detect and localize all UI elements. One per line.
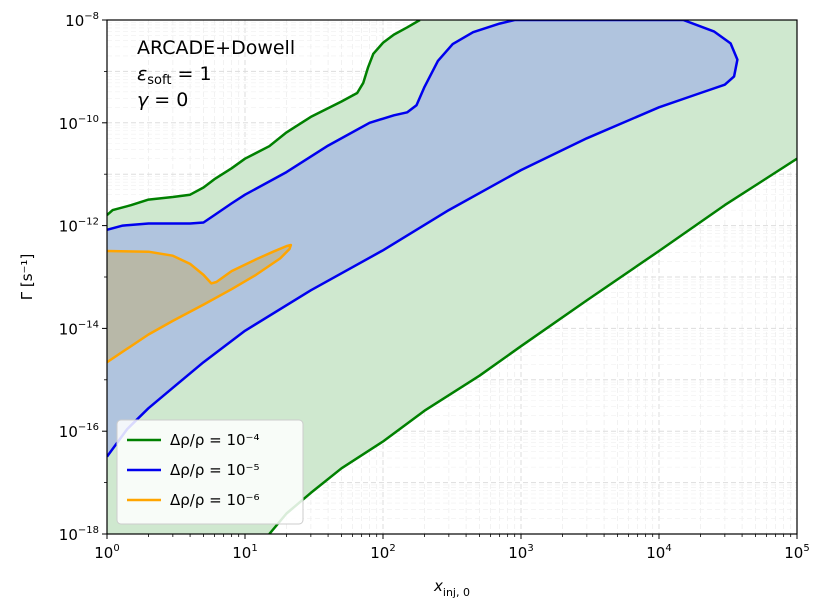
x-tick-label: 100	[94, 543, 119, 562]
x-tick-label: 105	[784, 543, 809, 562]
annotation-gamma: γ = 0	[137, 89, 188, 111]
y-tick-label: 10−10	[59, 114, 99, 133]
x-tick-label: 102	[370, 543, 395, 562]
series-1e-6-fill	[107, 245, 291, 363]
y-tick-label: 10−16	[59, 422, 99, 441]
x-axis-label: xinj, 0	[433, 577, 470, 599]
annotation-title: ARCADE+Dowell	[137, 37, 295, 59]
legend: Δρ/ρ = 10⁻⁴ Δρ/ρ = 10⁻⁵ Δρ/ρ = 10⁻⁶	[116, 419, 304, 525]
y-axis-label: Γ [s⁻¹]	[18, 254, 36, 301]
region-fills	[107, 20, 797, 534]
series-1e-4-lower-line	[268, 157, 797, 534]
legend-label-1e-4: Δρ/ρ = 10⁻⁴	[170, 431, 259, 449]
y-tick-label: 10−12	[59, 217, 99, 236]
legend-box	[116, 419, 304, 525]
x-tick-label: 104	[646, 543, 671, 562]
series-1e-6-line	[107, 243, 293, 364]
y-tick-label: 10−8	[65, 11, 99, 30]
legend-label-1e-6: Δρ/ρ = 10⁻⁶	[170, 491, 259, 509]
legend-label-1e-5: Δρ/ρ = 10⁻⁵	[170, 461, 259, 479]
series-1e-5-fill	[107, 20, 738, 457]
series-1e-5-line	[107, 20, 739, 458]
series-1e-4-fill	[107, 20, 797, 534]
y-tick-label: 10−14	[59, 319, 99, 338]
x-tick-label: 101	[232, 543, 257, 562]
y-tick-label: 10−18	[59, 525, 99, 544]
x-axis-ticks: 100 101 102 103 104 105	[94, 534, 810, 562]
series-lines	[107, 20, 797, 534]
series-1e-4-upper-line	[107, 20, 421, 217]
annotation-block: ARCADE+Dowell εsoft = 1 γ = 0	[137, 37, 295, 111]
annotation-eps-soft: εsoft = 1	[137, 63, 212, 88]
y-axis-ticks: 10−18 10−16 10−14 10−12 10−10 10−8	[59, 11, 107, 544]
plot-area: 100 101 102 103 104 105 10−1810−1610−1410−121…	[59, 11, 810, 562]
x-tick-label: 103	[508, 543, 533, 562]
